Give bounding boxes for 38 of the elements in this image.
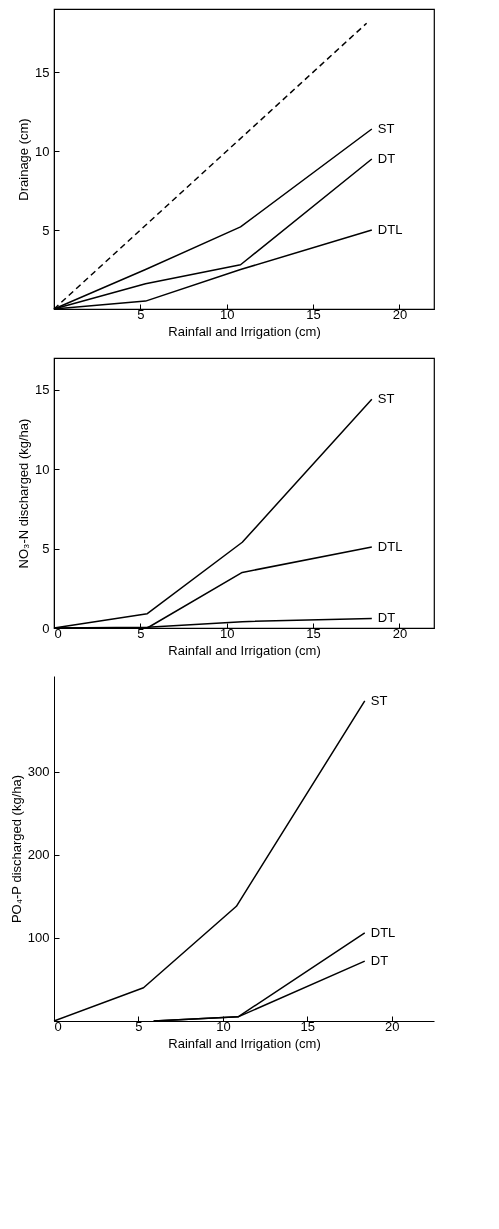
x-tick-label: 15 (306, 625, 321, 641)
y-tick-label: 15 (35, 64, 50, 80)
series-label: DT (377, 151, 396, 166)
x-tick-label: 5 (135, 1018, 143, 1034)
y-tick-label: 5 (42, 541, 50, 557)
x-tick-label: 0 (54, 1018, 62, 1034)
y-axis-title: NO₃-N discharged (kg/ha) (16, 418, 32, 569)
x-tick-label: 20 (392, 306, 408, 322)
series-label: DT (370, 953, 389, 969)
x-axis-title: Rainfall and Irrigation (cm) (168, 1035, 321, 1051)
y-tick-label: 10 (35, 461, 50, 477)
series-label: ST (370, 692, 388, 708)
x-tick-label: 5 (137, 306, 145, 322)
y-tick-label: 5 (42, 222, 50, 238)
series-label: DTL (370, 924, 396, 940)
y-axis-title: PO₄-P discharged (kg/ha) (8, 774, 24, 924)
y-axis-title: Drainage (cm) (16, 118, 32, 201)
x-tick-label: 20 (385, 1018, 400, 1034)
series-label: DTL (377, 222, 403, 238)
x-tick-label: 10 (219, 625, 235, 641)
x-tick-label: 20 (392, 625, 408, 641)
y-tick-label: 10 (35, 143, 50, 159)
series-label: ST (377, 391, 395, 407)
x-tick-label: 5 (137, 625, 145, 641)
x-axis-title: Rainfall and Irrigation (cm) (168, 642, 321, 658)
series-label: DT (377, 610, 396, 626)
x-axis-title: Rainfall and Irrigation (cm) (168, 323, 321, 339)
x-tick-label: 15 (300, 1018, 316, 1034)
series-label: ST (377, 121, 395, 136)
y-tick-label: 15 (35, 382, 50, 398)
x-tick-label: 15 (306, 306, 321, 322)
y-tick-label: 100 (27, 930, 50, 946)
series-label: DTL (377, 539, 403, 554)
y-tick-label: 200 (27, 847, 50, 863)
x-tick-label: 10 (219, 306, 235, 322)
x-tick-label: 0 (54, 625, 62, 641)
x-tick-label: 10 (216, 1018, 231, 1034)
y-tick-label: 300 (27, 764, 50, 780)
